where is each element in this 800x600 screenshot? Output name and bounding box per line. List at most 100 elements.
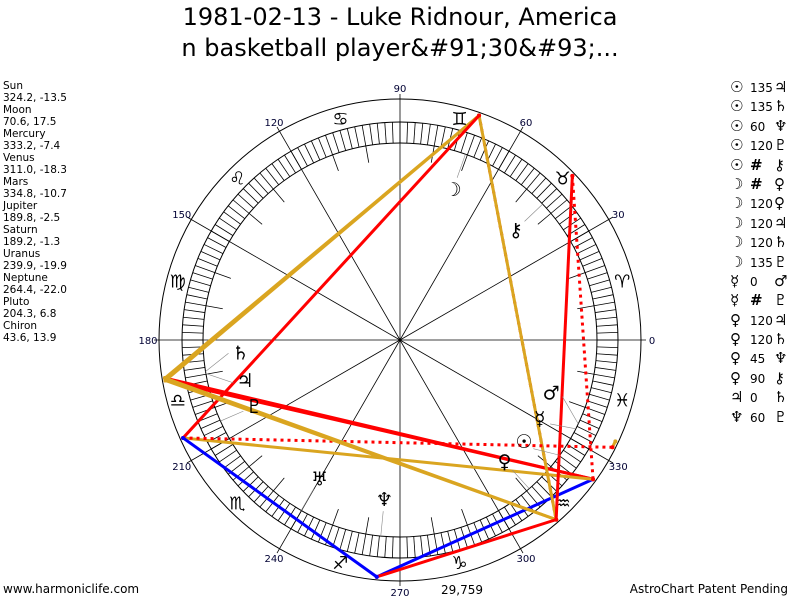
saturn-glyph-icon: ♄ — [774, 233, 788, 252]
degree-tick — [339, 529, 347, 550]
degree-tick — [346, 128, 353, 149]
degree-tick — [595, 367, 616, 371]
aspect-value: 120 — [750, 333, 773, 348]
aspect-list: ☉ 135♃ ☉ 135♄ ☉ 60 ♆ ☉ 120♇ ☉ # ⚷ ☽ # ♀ ☽ 120♀ ☽ 120♃ ☽ 120♄… — [730, 78, 787, 427]
aspect-row: ☉ 135♃ — [730, 78, 787, 97]
planet-position-dot — [591, 477, 596, 482]
degree-label: 210 — [172, 462, 191, 473]
degree-tick — [332, 132, 340, 153]
sun-glyph-icon: ☉ — [515, 431, 532, 453]
degree-tick — [219, 217, 237, 231]
pluto-glyph-icon: ♇ — [774, 407, 788, 426]
zodiac-sign-icon: ♏ — [229, 494, 245, 515]
degree-tick — [369, 535, 373, 556]
degree-tick — [183, 316, 205, 320]
decan-tick — [537, 213, 552, 225]
degree-tick — [591, 286, 612, 293]
neptune-glyph-icon: ♆ — [774, 116, 788, 135]
website-link[interactable]: www.harmoniclife.com — [3, 582, 140, 596]
planet-position-dot — [374, 574, 379, 579]
degree-tick — [596, 353, 618, 356]
degree-label: 0 — [649, 336, 655, 347]
planet-name: Uranus — [3, 248, 41, 260]
zodiac-sign-icon: ♍ — [170, 271, 186, 292]
planet-name: Mercury — [3, 128, 46, 140]
degree-tick — [589, 279, 610, 287]
planet-position-list: Sun 324.2, -13.5 Moon 70.6, 17.5 Mercury 333.… — [3, 80, 67, 344]
degree-tick — [214, 224, 234, 236]
degree-tick — [214, 444, 234, 456]
decan-tick — [332, 509, 339, 526]
aspect-row: ☿ # ♇ — [730, 291, 787, 310]
aspect-row: ♃ 0 ♄ — [730, 388, 787, 407]
degree-tick — [223, 211, 241, 225]
degree-tick — [317, 137, 327, 158]
degree-tick — [304, 143, 315, 164]
chart-title-line1: 1981-02-13 - Luke Ridnour, America — [182, 3, 618, 31]
aspect-value: # — [750, 291, 763, 310]
degree-label: 180 — [138, 336, 157, 347]
jupiter-glyph-icon: ♃ — [774, 213, 788, 232]
degree-tick — [200, 419, 221, 430]
aspect-line — [477, 115, 558, 520]
venus-glyph-icon: ♀ — [774, 194, 785, 213]
degree-tick — [310, 519, 321, 540]
aspect-line — [164, 114, 481, 380]
degree-label: 120 — [264, 118, 283, 129]
degree-tick — [346, 531, 353, 552]
degree-tick — [184, 309, 205, 313]
chiron-glyph-icon: ⚷ — [509, 220, 523, 242]
patent-note: AstroChart Patent Pending — [629, 582, 788, 596]
planet-name: Pluto — [3, 296, 30, 308]
decan-tick — [569, 272, 586, 279]
degree-tick — [595, 309, 616, 313]
degree-tick — [406, 536, 409, 558]
degree-tick — [354, 126, 360, 148]
degree-tick — [587, 400, 608, 408]
aspect-value: 120 — [750, 139, 773, 154]
degree-tick — [237, 193, 254, 209]
degree-tick — [297, 147, 308, 167]
glyph-leader-line — [220, 410, 244, 422]
aspect-row: ☽ 120♄ — [730, 233, 787, 252]
aspect-row: ☉ # ⚷ — [730, 156, 787, 175]
planet-position: 189.2, -1.3 — [3, 236, 61, 248]
sun-glyph-icon: ☉ — [730, 78, 744, 96]
degree-tick — [596, 324, 618, 327]
venus-glyph-icon: ♀ — [498, 451, 512, 473]
glyph-leader-line — [300, 488, 314, 511]
spoke-line — [276, 339, 401, 554]
degree-tick — [253, 177, 269, 194]
decan-tick — [205, 370, 223, 375]
aspect-row: ☽ 120♃ — [730, 214, 787, 233]
planet-position: 239.9, -19.9 — [3, 260, 67, 272]
saturn-glyph-icon: ♄ — [774, 330, 788, 349]
planet-position: 264.4, -22.0 — [3, 284, 67, 296]
degree-tick — [541, 188, 558, 204]
pluto-glyph-icon: ♇ — [774, 136, 788, 155]
decan-tick — [214, 272, 231, 279]
degree-tick — [242, 476, 259, 492]
degree-tick — [554, 205, 573, 220]
aspect-row: ☉ 120♇ — [730, 136, 787, 155]
degree-tick — [384, 122, 387, 144]
degree-tick — [536, 481, 552, 498]
aspect-value: 120 — [750, 236, 773, 251]
planet-position-dot — [613, 439, 618, 444]
moon-glyph-icon: ☽ — [730, 213, 744, 232]
degree-tick — [531, 486, 547, 503]
aspect-line — [164, 376, 594, 481]
neptune-glyph-icon: ♆ — [730, 407, 744, 426]
degree-tick — [595, 360, 617, 364]
degree-tick — [186, 294, 208, 300]
aspect-line — [181, 114, 481, 439]
degree-tick — [384, 536, 387, 558]
planet-position: 334.8, -10.7 — [3, 188, 67, 200]
planet-name: Moon — [3, 104, 32, 116]
planet-position: 333.2, -7.4 — [3, 140, 61, 152]
aspect-row: ☽ # ♀ — [730, 175, 787, 194]
degree-tick — [317, 522, 327, 543]
decan-tick — [273, 188, 285, 203]
degree-tick — [591, 387, 612, 394]
degree-tick — [391, 122, 394, 144]
